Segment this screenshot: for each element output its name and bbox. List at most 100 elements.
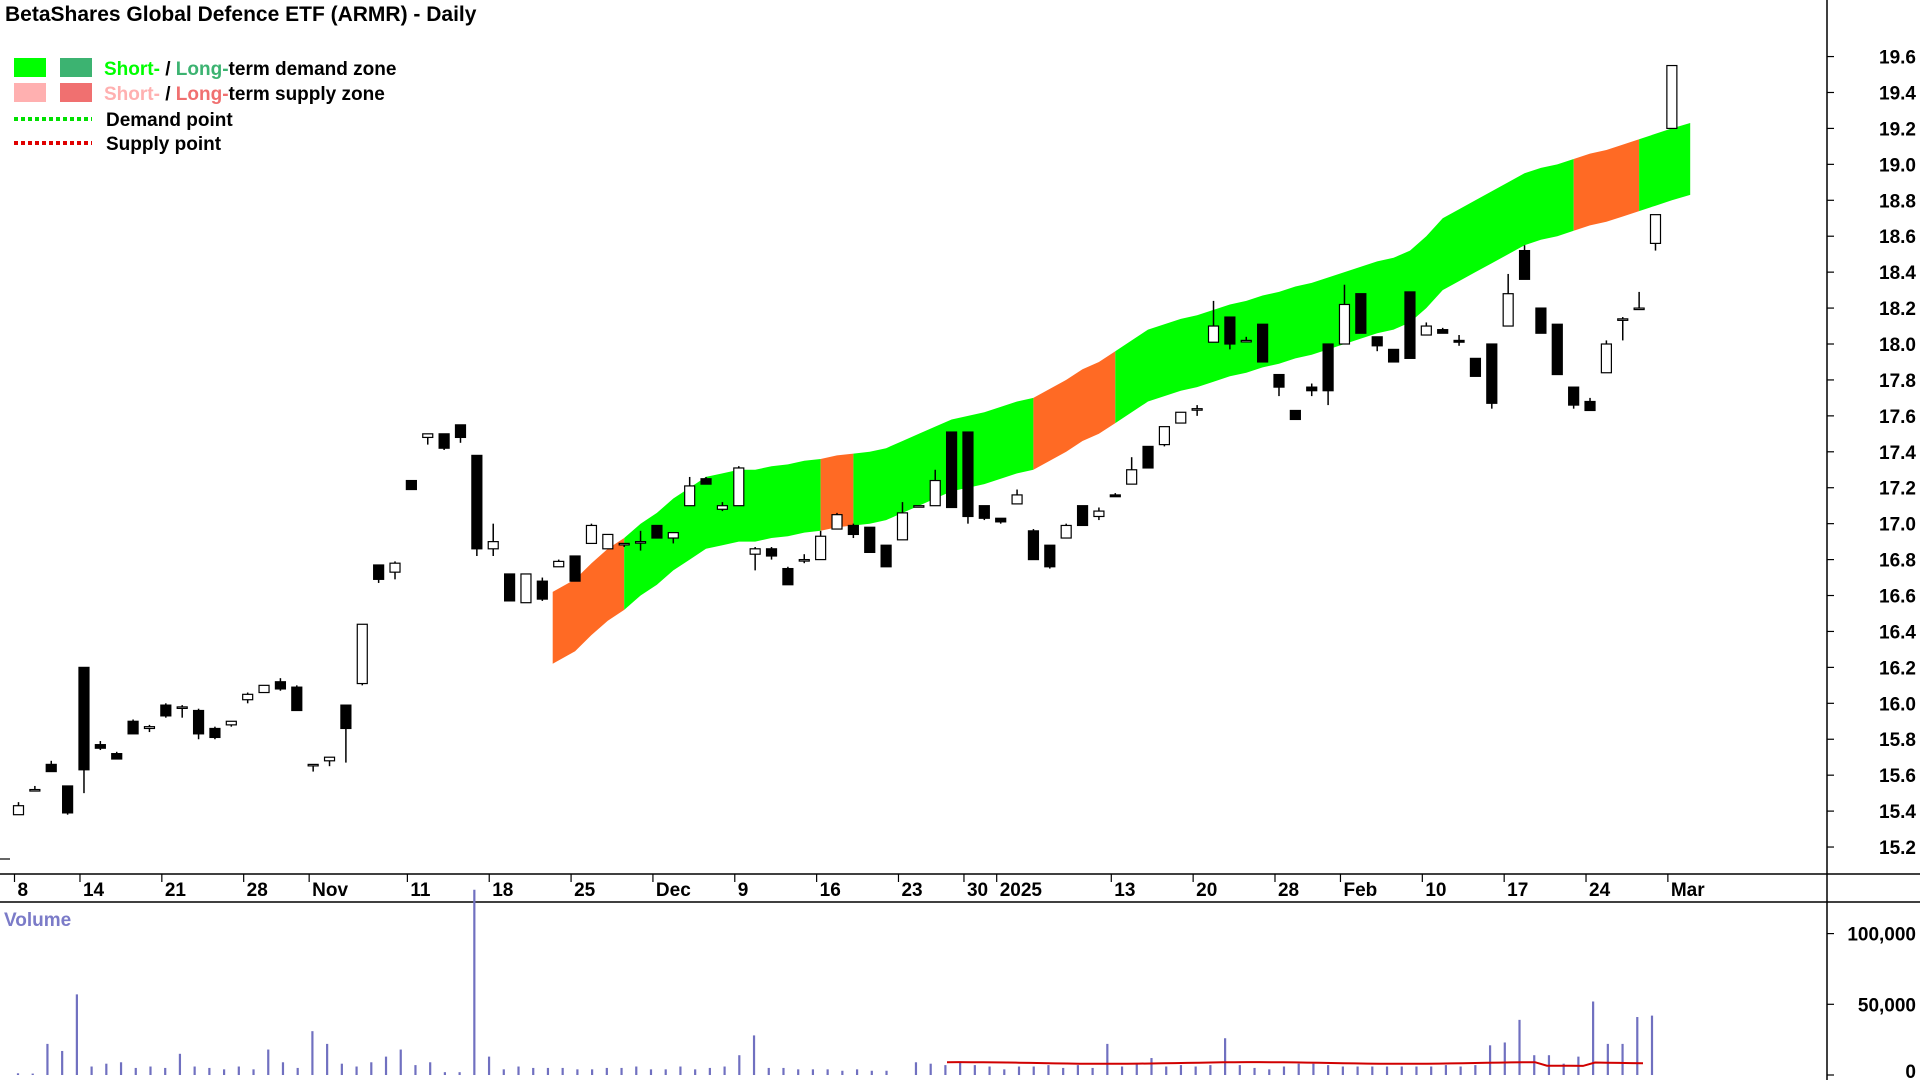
x-tick-label: 11 xyxy=(410,880,431,901)
candle-body xyxy=(111,753,123,760)
candle-body xyxy=(242,693,254,701)
candle-body xyxy=(1240,339,1252,343)
candle xyxy=(422,433,434,445)
candle-body xyxy=(373,564,385,580)
candle xyxy=(274,678,287,691)
y-tick-label: 17.8 xyxy=(1879,371,1916,392)
legend-supply-zone-label: Short- / Long-term supply zone xyxy=(104,84,385,105)
demand-zone-segment xyxy=(624,459,821,610)
candle-body xyxy=(667,532,679,539)
x-axis: 8 14 21 28 Nov 11 18 25 Dec 9 16 23 30 2025 13 20 28 Feb 1… xyxy=(13,874,1705,901)
candle xyxy=(684,476,696,507)
candle-body xyxy=(1666,64,1678,130)
x-tick-label: 28 xyxy=(247,880,268,901)
candle xyxy=(880,544,892,568)
candle xyxy=(471,454,483,556)
candle xyxy=(585,523,598,545)
candle-body xyxy=(1551,323,1563,376)
y-tick-label: 17.6 xyxy=(1879,407,1916,428)
candle-body xyxy=(504,573,516,602)
volume-panel: Volume 0 50,000 100,000 xyxy=(4,889,1916,1080)
y-tick-label: 15.6 xyxy=(1879,766,1916,787)
candle xyxy=(242,692,254,704)
candle xyxy=(192,708,205,740)
candle-body xyxy=(94,744,106,749)
candle xyxy=(340,704,352,763)
candle xyxy=(1076,505,1089,527)
supply-zone-segment xyxy=(1573,139,1640,231)
demand-zone-segment xyxy=(1639,123,1691,212)
candle xyxy=(1289,409,1301,421)
x-tick-label: 17 xyxy=(1507,880,1528,901)
candle-body xyxy=(1420,325,1432,336)
candle xyxy=(487,523,499,556)
candle-body xyxy=(618,542,630,546)
candle-body xyxy=(1649,214,1662,244)
candle xyxy=(1011,489,1023,505)
x-tick-label: Mar xyxy=(1671,880,1705,901)
candle-body xyxy=(520,573,532,604)
candle xyxy=(618,542,630,548)
candle xyxy=(1322,343,1334,406)
candle xyxy=(1257,323,1269,363)
candle-body xyxy=(634,541,647,544)
candle xyxy=(1453,335,1465,346)
legend-long-demand-swatch xyxy=(60,58,92,77)
candle-body xyxy=(978,505,990,519)
candle xyxy=(454,424,467,443)
candle xyxy=(176,705,188,718)
volume-label: Volume xyxy=(4,910,71,931)
candle xyxy=(1518,245,1531,280)
candle-body xyxy=(1126,469,1138,485)
y-tick-label: 17.0 xyxy=(1879,515,1916,536)
candle-body xyxy=(1584,400,1596,412)
candle-body xyxy=(356,623,368,685)
candle-body xyxy=(1158,426,1171,446)
candle-body xyxy=(1322,343,1334,392)
candle xyxy=(78,666,90,794)
candle xyxy=(1404,291,1416,359)
candle-body xyxy=(323,756,336,762)
x-tick-label: 13 xyxy=(1114,880,1135,901)
candle-body xyxy=(1224,316,1236,345)
candle xyxy=(831,512,843,530)
candle xyxy=(111,751,123,760)
demand-zone-segment xyxy=(853,397,1034,526)
candle-body xyxy=(945,431,958,509)
candle xyxy=(12,802,25,816)
supply-zone-segment xyxy=(552,538,625,664)
x-tick-label: Dec xyxy=(656,880,691,901)
candle-body xyxy=(29,788,41,792)
candle xyxy=(45,760,57,773)
candle xyxy=(1306,383,1318,397)
legend-demand-zone-label: Short- / Long-term demand zone xyxy=(104,59,396,80)
y-tick-label: 18.2 xyxy=(1879,299,1916,320)
candle-body xyxy=(1060,524,1072,539)
candle-body xyxy=(896,512,909,541)
y-tick-label: 18.6 xyxy=(1879,227,1916,248)
candle xyxy=(1584,397,1596,412)
candle-body xyxy=(536,580,548,600)
candle xyxy=(1338,284,1351,345)
candle-body xyxy=(192,709,205,735)
candle-body xyxy=(929,479,941,507)
candle xyxy=(1666,64,1678,130)
candle-body xyxy=(1355,293,1367,334)
candle xyxy=(1060,523,1072,539)
candle xyxy=(307,763,319,772)
candle-body xyxy=(831,514,843,530)
candle xyxy=(864,526,876,554)
candle-body xyxy=(405,479,417,491)
candle xyxy=(504,573,516,602)
candle xyxy=(749,547,761,571)
y-tick-label: 17.4 xyxy=(1879,443,1916,464)
volume-average-line xyxy=(946,1061,1644,1067)
x-tick-label: 9 xyxy=(738,880,749,901)
zone-band xyxy=(552,123,1691,664)
y-tick-label: 17.2 xyxy=(1879,479,1916,500)
candle-body xyxy=(1453,339,1465,343)
candle-body xyxy=(1437,329,1449,334)
candle-body xyxy=(1109,494,1121,498)
y-tick-label: 16.4 xyxy=(1879,622,1916,643)
